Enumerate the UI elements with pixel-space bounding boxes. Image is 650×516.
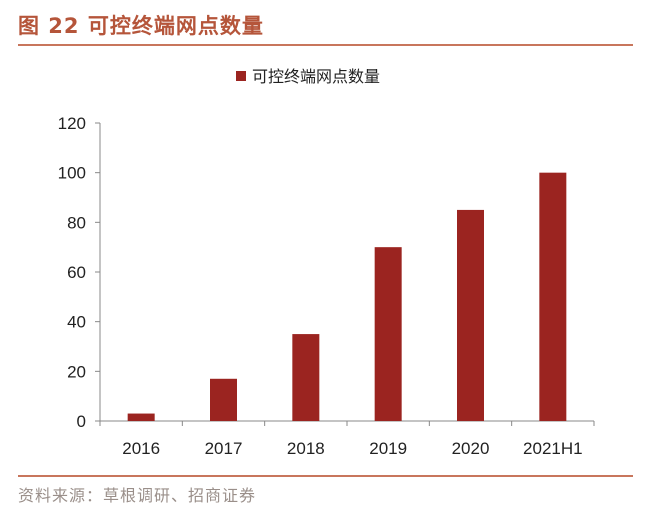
x-tick-label: 2018	[287, 439, 325, 458]
y-tick-label: 100	[58, 164, 86, 183]
bar-2016	[127, 413, 155, 421]
x-tick-label: 2017	[205, 439, 243, 458]
x-tick-label: 2016	[122, 439, 160, 458]
y-tick-label: 0	[77, 412, 86, 431]
y-tick-label: 60	[67, 263, 86, 282]
y-tick-label: 20	[67, 362, 86, 381]
source-note: 资料来源：草根调研、招商证券	[18, 486, 257, 505]
x-tick-label: 2019	[369, 439, 407, 458]
legend-label: 可控终端网点数量	[252, 67, 380, 86]
title-rule	[18, 44, 633, 46]
y-tick-label: 80	[67, 213, 86, 232]
source-rule	[18, 475, 633, 477]
x-axis: 2016 2017 2018 2019 2020 2021H1	[99, 420, 595, 458]
bar-2017	[210, 378, 237, 421]
bar-2019	[374, 247, 402, 421]
bar-2018	[292, 334, 320, 421]
bar-2020	[457, 209, 484, 421]
y-tick-label: 120	[58, 114, 86, 133]
bar-2021H1	[539, 172, 567, 421]
y-axis: 0 20 40 60 80 100 120	[58, 114, 101, 431]
x-tick-label: 2021H1	[523, 439, 583, 458]
y-tick-label: 40	[67, 313, 86, 332]
legend-swatch	[236, 71, 246, 81]
legend: 可控终端网点数量	[236, 67, 380, 86]
x-tick-label: 2020	[452, 439, 490, 458]
figure-title: 图 22 可控终端网点数量	[18, 14, 264, 38]
bars	[127, 172, 567, 421]
